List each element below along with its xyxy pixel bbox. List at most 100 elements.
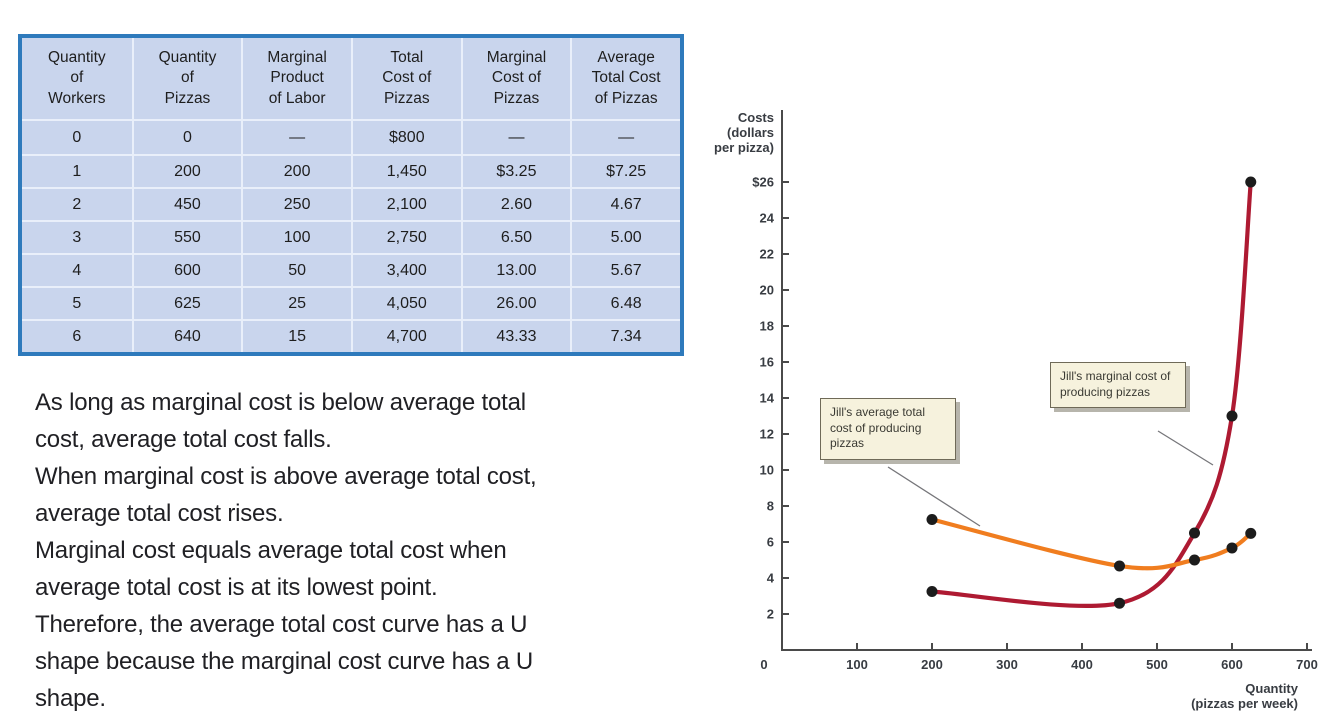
cost-table-container: Quantity of Workers Quantity of Pizzas Mar… xyxy=(18,34,684,356)
table-cell: — xyxy=(241,121,351,154)
data-point xyxy=(1245,176,1257,188)
table-cell: 6.50 xyxy=(460,220,571,253)
table-cell: 1 xyxy=(22,154,132,187)
x-tick-label: 200 xyxy=(921,657,943,672)
table-header-cell: Total Cost of Pizzas xyxy=(350,38,461,121)
table-row: 0 0— $800— — xyxy=(22,121,680,154)
table-row: 4 600 50 3,400 13.00 5.67 xyxy=(22,253,680,286)
table-cell: 2,750 xyxy=(350,220,461,253)
table-cell: 2.60 xyxy=(460,187,571,220)
average-total-cost-curve xyxy=(929,517,1253,571)
y-tick-label: 10 xyxy=(760,463,774,478)
table-cell: 625 xyxy=(131,286,242,319)
data-point xyxy=(1114,560,1125,572)
y-tick-label: 6 xyxy=(767,535,774,550)
data-point xyxy=(926,586,938,597)
origin-label: 0 xyxy=(760,657,767,672)
table-cell: 2 xyxy=(22,187,132,220)
y-tick-label: 20 xyxy=(760,283,774,298)
y-tick-label: 4 xyxy=(767,571,775,586)
table-cell: 550 xyxy=(131,220,242,253)
table-header-cell: Quantity of Pizzas xyxy=(131,38,242,121)
table-cell: 4 xyxy=(22,253,132,286)
table-header-cell: Average Total Cost of Pizzas xyxy=(570,38,680,121)
table-cell: 3,400 xyxy=(350,253,461,286)
y-tick-label: 12 xyxy=(760,427,774,442)
table-cell: 200 xyxy=(241,154,351,187)
data-point xyxy=(1189,527,1200,539)
table-cell: 1,450 xyxy=(350,154,461,187)
table-cell: — xyxy=(570,121,680,154)
table-header-cell: Marginal Cost of Pizzas xyxy=(460,38,571,121)
table-cell: 50 xyxy=(241,253,351,286)
y-tick-label: 16 xyxy=(760,355,774,370)
x-tick-label: 400 xyxy=(1071,657,1093,672)
y-tick-label: $26 xyxy=(752,175,774,190)
body-text-line: shape. xyxy=(35,685,106,712)
cost-table-body: 0 0— $800— —1 200 200 1,450 $3.25 $7.25 2 450 250 2,… xyxy=(22,121,680,352)
table-cell: 26.00 xyxy=(460,286,571,319)
table-row: 1 200 200 1,450 $3.25 $7.25 xyxy=(22,154,680,187)
x-tick-label: 300 xyxy=(996,657,1018,672)
y-tick-label: 24 xyxy=(760,211,775,226)
body-text-line: cost, average total cost falls. xyxy=(35,426,332,453)
callout-marginal-cost: Jill's marginal cost of producing pizzas xyxy=(1050,362,1186,408)
table-cell: $800 xyxy=(350,121,461,154)
callout-average-total-cost: Jill's average total cost of producing p… xyxy=(820,398,956,460)
y-tick-label: 8 xyxy=(767,499,774,514)
table-cell: 5.67 xyxy=(570,253,680,286)
y-tick-label: 22 xyxy=(760,247,774,262)
table-cell: 6 xyxy=(22,319,132,352)
table-row: 6 640 15 4,700 43.33 7.34 xyxy=(22,319,680,352)
table-row: 5 625 25 4,050 26.00 6.48 xyxy=(22,286,680,319)
body-text-line: shape because the marginal cost curve ha… xyxy=(35,648,533,675)
table-cell: 100 xyxy=(241,220,351,253)
table-cell: $7.25 xyxy=(570,154,680,187)
table-cell: 5 xyxy=(22,286,132,319)
data-point xyxy=(1189,554,1200,566)
table-cell: 600 xyxy=(131,253,242,286)
table-cell: 7.34 xyxy=(570,319,680,352)
body-text-line: As long as marginal cost is below averag… xyxy=(35,389,526,416)
table-cell: 6.48 xyxy=(570,286,680,319)
table-cell: 15 xyxy=(241,319,351,352)
y-axis-title-line: (dollars xyxy=(727,125,774,140)
body-text-line: Therefore, the average total cost curve … xyxy=(35,611,528,638)
table-cell: 4,700 xyxy=(350,319,461,352)
table-cell: $3.25 xyxy=(460,154,571,187)
callout-leader-line xyxy=(1157,430,1214,466)
body-text-line: average total cost rises. xyxy=(35,500,284,527)
table-cell: 25 xyxy=(241,286,351,319)
table-cell: — xyxy=(460,121,571,154)
data-point xyxy=(926,514,938,525)
body-text: As long as marginal cost is below averag… xyxy=(35,384,695,717)
cost-table-head: Quantity of Workers Quantity of Pizzas Mar… xyxy=(22,38,680,121)
cost-table: Quantity of Workers Quantity of Pizzas Mar… xyxy=(18,34,684,356)
body-text-line: Marginal cost equals average total cost … xyxy=(35,537,507,564)
y-axis-title-line: Costs xyxy=(738,110,774,125)
body-text-line: average total cost is at its lowest poin… xyxy=(35,574,438,601)
x-axis-title-line: (pizzas per week) xyxy=(1191,696,1298,711)
data-point xyxy=(1226,542,1238,554)
table-cell: 200 xyxy=(131,154,242,187)
table-cell: 4,050 xyxy=(350,286,461,319)
table-cell: 0 xyxy=(22,121,132,154)
table-row: 2 450 250 2,100 2.60 4.67 xyxy=(22,187,680,220)
table-cell: 450 xyxy=(131,187,242,220)
table-cell: 2,100 xyxy=(350,187,461,220)
body-text-line: When marginal cost is above average tota… xyxy=(35,463,537,490)
x-tick-label: 500 xyxy=(1146,657,1168,672)
data-point xyxy=(1114,597,1125,609)
table-row: 3 550 100 2,750 6.50 5.00 xyxy=(22,220,680,253)
x-axis-title-line: Quantity xyxy=(1245,681,1298,696)
table-cell: 5.00 xyxy=(570,220,680,253)
table-header-row: Quantity of Workers Quantity of Pizzas Mar… xyxy=(22,38,680,121)
table-cell: 4.67 xyxy=(570,187,680,220)
cost-curves-chart: 2 4 6 8 10 12 14 16 18 20 22 24 $26 100 200 300 400 500 60… xyxy=(684,0,1344,728)
table-cell: 3 xyxy=(22,220,132,253)
table-cell: 640 xyxy=(131,319,242,352)
x-tick-label: 600 xyxy=(1221,657,1243,672)
table-cell: 0 xyxy=(131,121,242,154)
